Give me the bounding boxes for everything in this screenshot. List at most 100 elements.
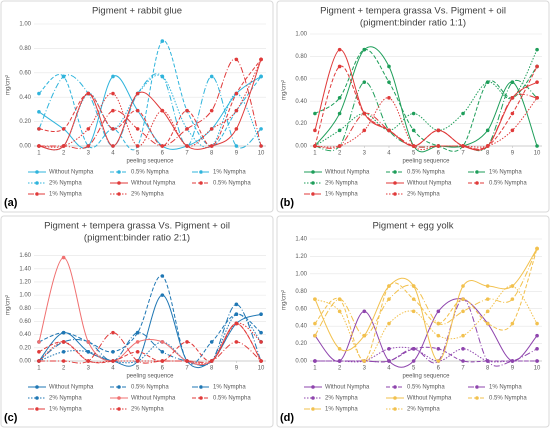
point (387, 64, 391, 69)
chart-panel: Pigment + tempera grassa Vs. Pigment + o… (280, 6, 542, 209)
chart-panel: Pigment + egg yolk 0.00 0.20 0.40 0.60 0.80 1.… (280, 221, 542, 424)
series-line (38, 59, 262, 151)
point (510, 96, 515, 100)
series-line (38, 59, 262, 148)
series-line (314, 97, 538, 151)
point (209, 74, 214, 79)
point (362, 128, 367, 133)
point (485, 128, 490, 133)
point (337, 47, 342, 52)
legend-label: Without Nympha (49, 385, 94, 391)
point (160, 274, 165, 278)
point (313, 333, 317, 338)
series-line (314, 49, 538, 151)
series-line (314, 248, 538, 362)
series-line (314, 93, 538, 151)
legend-label: 0.5% Nympha (131, 385, 169, 391)
legend-label: Without Nympha (131, 396, 176, 402)
panel-frame (0, 215, 274, 428)
legend-label: 1% Nympha (213, 385, 246, 391)
point (135, 127, 140, 131)
y-tick-label: 1.00 (19, 293, 31, 299)
point (313, 359, 317, 363)
point (135, 91, 140, 96)
y-tick-label: 0.80 (19, 306, 31, 312)
point (61, 127, 66, 131)
y-tick-label: 0.20 (295, 121, 307, 127)
x-tick-label: 10 (534, 151, 541, 157)
legend-marker (393, 170, 397, 174)
point (461, 309, 465, 314)
point (510, 111, 515, 116)
point (535, 333, 539, 338)
point (535, 321, 539, 326)
point (209, 359, 214, 363)
series-line (314, 49, 538, 152)
legend-marker (393, 181, 397, 185)
y-tick-label: 1.00 (295, 32, 307, 38)
point (61, 330, 66, 335)
x-axis-label: peeling sequence (402, 374, 450, 380)
point (411, 128, 416, 133)
point (111, 108, 115, 113)
point (37, 110, 41, 114)
point (411, 111, 416, 116)
point (234, 57, 239, 62)
point (61, 359, 66, 363)
point (362, 309, 367, 314)
point (37, 349, 41, 354)
chart-title: Pigment + egg yolk (372, 221, 453, 232)
legend-marker (117, 170, 121, 174)
y-tick-label: 0.00 (295, 359, 307, 365)
series-line (314, 49, 538, 147)
x-tick-label: 8 (210, 366, 214, 372)
legend-marker (35, 181, 39, 185)
point (337, 128, 342, 133)
x-tick-label: 1 (313, 151, 317, 157)
series-line (314, 346, 538, 363)
point (111, 359, 115, 363)
legend-marker (117, 385, 121, 389)
point (485, 144, 490, 148)
point (209, 127, 214, 131)
legend-marker (199, 396, 203, 400)
point (135, 349, 140, 354)
x-tick-label: 8 (486, 366, 490, 372)
legend-marker (117, 407, 121, 411)
x-tick-label: 3 (87, 366, 91, 372)
x-tick-label: 5 (412, 151, 416, 157)
point (510, 359, 515, 363)
legend-marker (117, 396, 121, 400)
point (387, 321, 391, 326)
series-line (38, 73, 262, 149)
point (362, 111, 367, 116)
series-line (38, 294, 262, 368)
point (461, 111, 465, 116)
point (37, 127, 41, 131)
point (337, 309, 342, 314)
point (387, 128, 391, 133)
point (313, 128, 317, 133)
point (160, 293, 165, 297)
point (485, 80, 490, 84)
point (337, 64, 342, 69)
legend-label: 1% Nympha (49, 192, 82, 198)
legend-label: Without Nympha (407, 396, 452, 402)
legend-marker (311, 170, 315, 174)
point (160, 349, 165, 354)
y-axis-label: mg/cm² (6, 75, 12, 95)
legend-marker (199, 181, 203, 185)
point (485, 359, 490, 363)
series-line (38, 322, 262, 365)
y-axis-label: mg/cm² (6, 295, 12, 315)
x-tick-label: 10 (534, 366, 541, 372)
y-tick-label: 0.40 (295, 99, 307, 105)
point (485, 321, 490, 326)
series-line (314, 65, 538, 150)
x-tick-label: 4 (387, 151, 391, 157)
point (461, 144, 465, 148)
x-tick-label: 5 (136, 151, 140, 157)
legend-label: 2% Nympha (49, 396, 82, 402)
legend-label: 0.5% Nympha (131, 170, 169, 176)
